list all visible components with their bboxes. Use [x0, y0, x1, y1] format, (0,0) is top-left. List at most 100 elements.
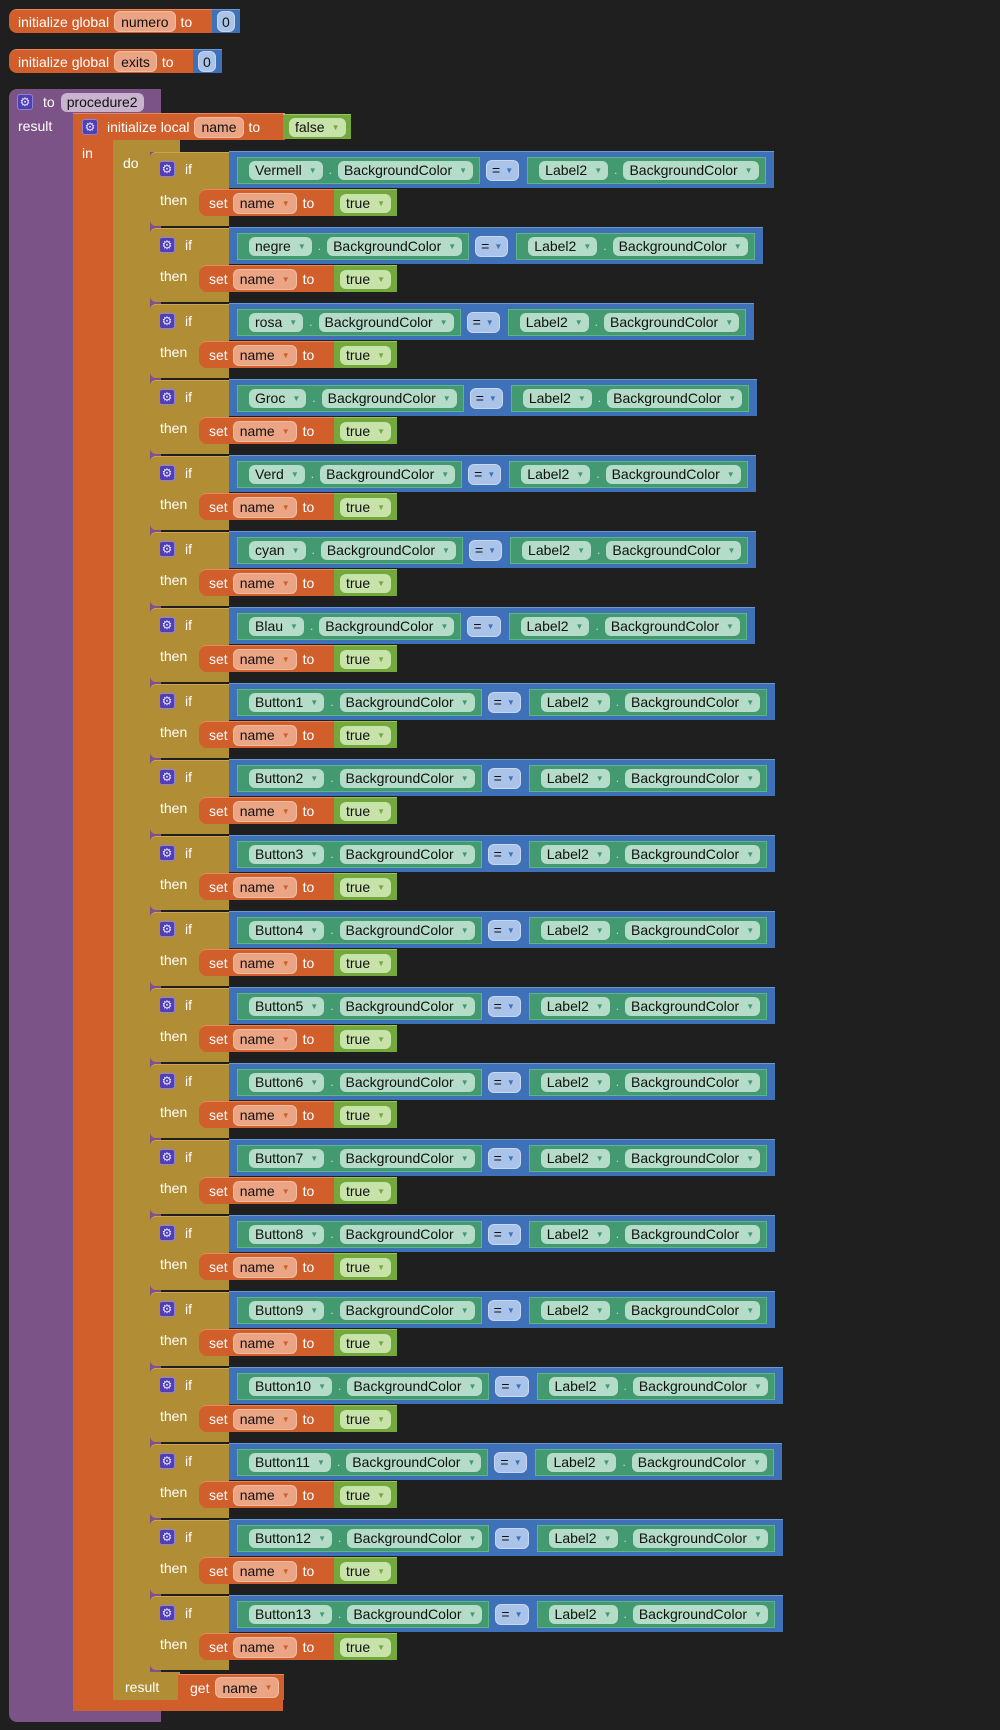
component-property-block[interactable]: Groc ▼ . BackgroundColor ▼	[237, 384, 464, 412]
property-dropdown[interactable]: BackgroundColor ▼	[632, 1376, 768, 1396]
property-dropdown[interactable]: BackgroundColor ▼	[625, 1300, 761, 1320]
boolean-dropdown[interactable]: true ▼	[340, 1181, 392, 1201]
gear-icon[interactable]: ⚙	[159, 921, 175, 937]
component-dropdown[interactable]: Label2 ▼	[519, 312, 589, 332]
compare-block[interactable]: rosa ▼ . BackgroundColor ▼ = ▼ Label2 ▼ . Ba…	[229, 303, 755, 340]
component-property-block[interactable]: Label2 ▼ . BackgroundColor ▼	[528, 1220, 768, 1248]
component-property-block[interactable]: negre ▼ . BackgroundColor ▼	[237, 232, 470, 260]
gear-icon[interactable]: ⚙	[159, 1377, 175, 1393]
compare-block[interactable]: Button10 ▼ . BackgroundColor ▼ = ▼ Label2 ▼ …	[229, 1367, 783, 1404]
compare-block[interactable]: Button7 ▼ . BackgroundColor ▼ = ▼ Label2 ▼ .…	[229, 1139, 776, 1176]
gear-icon[interactable]: ⚙	[159, 237, 175, 253]
property-dropdown[interactable]: BackgroundColor ▼	[339, 1072, 475, 1092]
initialize-local-block[interactable]: ⚙ initialize local name to	[73, 113, 285, 140]
true-block[interactable]: true ▼	[334, 797, 397, 824]
true-block[interactable]: true ▼	[334, 265, 397, 292]
component-property-block[interactable]: Button13 ▼ . BackgroundColor ▼	[237, 1600, 490, 1628]
component-dropdown[interactable]: Label2 ▼	[521, 464, 591, 484]
boolean-dropdown[interactable]: true ▼	[340, 573, 392, 593]
component-dropdown[interactable]: Label2 ▼	[522, 388, 592, 408]
component-dropdown[interactable]: Button8 ▼	[249, 1224, 325, 1244]
boolean-dropdown[interactable]: true ▼	[340, 1409, 392, 1429]
boolean-dropdown[interactable]: true ▼	[340, 1485, 392, 1505]
component-dropdown[interactable]: Label2 ▼	[522, 540, 592, 560]
operator-dropdown[interactable]: = ▼	[486, 159, 520, 181]
gear-icon[interactable]: ⚙	[159, 313, 175, 329]
component-property-block[interactable]: Label2 ▼ . BackgroundColor ▼	[528, 1068, 768, 1096]
set-variable-block[interactable]: set name ▼ to	[199, 1025, 336, 1052]
component-dropdown[interactable]: Button4 ▼	[249, 920, 325, 940]
true-block[interactable]: true ▼	[334, 949, 397, 976]
component-dropdown[interactable]: Label2 ▼	[548, 1604, 618, 1624]
set-variable-block[interactable]: set name ▼ to	[199, 341, 336, 368]
operator-dropdown[interactable]: = ▼	[469, 387, 503, 409]
operator-dropdown[interactable]: = ▼	[487, 995, 521, 1017]
set-variable-block[interactable]: set name ▼ to	[199, 1253, 336, 1280]
property-dropdown[interactable]: BackgroundColor ▼	[632, 1528, 768, 1548]
compare-block[interactable]: Button9 ▼ . BackgroundColor ▼ = ▼ Label2 ▼ .…	[229, 1291, 776, 1328]
component-property-block[interactable]: Label2 ▼ . BackgroundColor ▼	[508, 612, 747, 640]
component-dropdown[interactable]: Verd ▼	[249, 464, 305, 484]
variable-dropdown[interactable]: name ▼	[232, 648, 297, 670]
gear-icon[interactable]: ⚙	[159, 541, 175, 557]
true-block[interactable]: true ▼	[334, 569, 397, 596]
component-property-block[interactable]: Label2 ▼ . BackgroundColor ▼	[536, 1524, 775, 1552]
true-block[interactable]: true ▼	[334, 1253, 397, 1280]
set-variable-block[interactable]: set name ▼ to	[199, 1633, 336, 1660]
component-property-block[interactable]: Label2 ▼ . BackgroundColor ▼	[509, 460, 748, 488]
component-property-block[interactable]: Label2 ▼ . BackgroundColor ▼	[535, 1448, 774, 1476]
gear-icon[interactable]: ⚙	[159, 997, 175, 1013]
true-block[interactable]: true ▼	[334, 1177, 397, 1204]
global-name-field[interactable]: numero	[114, 11, 176, 32]
operator-dropdown[interactable]: = ▼	[487, 691, 521, 713]
boolean-dropdown[interactable]: true ▼	[340, 1029, 392, 1049]
get-block[interactable]: get name ▼	[178, 1674, 284, 1700]
variable-dropdown[interactable]: name ▼	[232, 1256, 297, 1278]
property-dropdown[interactable]: BackgroundColor ▼	[320, 464, 456, 484]
component-dropdown[interactable]: Button2 ▼	[249, 768, 325, 788]
component-dropdown[interactable]: cyan ▼	[249, 540, 306, 560]
property-dropdown[interactable]: BackgroundColor ▼	[625, 692, 761, 712]
set-variable-block[interactable]: set name ▼ to	[199, 721, 336, 748]
operator-dropdown[interactable]: = ▼	[495, 1603, 529, 1625]
variable-dropdown[interactable]: name ▼	[232, 1484, 297, 1506]
property-dropdown[interactable]: BackgroundColor ▼	[625, 844, 761, 864]
set-variable-block[interactable]: set name ▼ to	[199, 645, 336, 672]
component-property-block[interactable]: Label2 ▼ . BackgroundColor ▼	[536, 1372, 775, 1400]
boolean-dropdown[interactable]: true ▼	[340, 497, 392, 517]
component-dropdown[interactable]: Button7 ▼	[249, 1148, 325, 1168]
boolean-dropdown[interactable]: true ▼	[340, 1257, 392, 1277]
boolean-dropdown[interactable]: true ▼	[340, 801, 392, 821]
true-block[interactable]: true ▼	[334, 1557, 397, 1584]
component-property-block[interactable]: Button5 ▼ . BackgroundColor ▼	[237, 992, 482, 1020]
set-variable-block[interactable]: set name ▼ to	[199, 797, 336, 824]
true-block[interactable]: true ▼	[334, 1405, 397, 1432]
variable-dropdown[interactable]: name ▼	[232, 1636, 297, 1658]
component-property-block[interactable]: Label2 ▼ . BackgroundColor ▼	[528, 840, 768, 868]
set-variable-block[interactable]: set name ▼ to	[199, 1557, 336, 1584]
property-dropdown[interactable]: BackgroundColor ▼	[320, 540, 456, 560]
property-dropdown[interactable]: BackgroundColor ▼	[339, 1300, 475, 1320]
component-property-block[interactable]: Button1 ▼ . BackgroundColor ▼	[237, 688, 482, 716]
compare-block[interactable]: Groc ▼ . BackgroundColor ▼ = ▼ Label2 ▼ . Ba…	[229, 379, 758, 416]
operator-dropdown[interactable]: = ▼	[495, 1527, 529, 1549]
component-property-block[interactable]: Button6 ▼ . BackgroundColor ▼	[237, 1068, 482, 1096]
variable-dropdown[interactable]: name ▼	[232, 496, 297, 518]
true-block[interactable]: true ▼	[334, 1329, 397, 1356]
component-dropdown[interactable]: Label2 ▼	[540, 1300, 610, 1320]
component-property-block[interactable]: Label2 ▼ . BackgroundColor ▼	[527, 156, 766, 184]
component-property-block[interactable]: Button10 ▼ . BackgroundColor ▼	[237, 1372, 490, 1400]
gear-icon[interactable]: ⚙	[159, 1453, 175, 1469]
component-dropdown[interactable]: Button1 ▼	[249, 692, 325, 712]
boolean-dropdown[interactable]: true ▼	[340, 953, 392, 973]
property-dropdown[interactable]: BackgroundColor ▼	[347, 1376, 483, 1396]
component-property-block[interactable]: Label2 ▼ . BackgroundColor ▼	[528, 1144, 768, 1172]
gear-icon[interactable]: ⚙	[159, 845, 175, 861]
component-dropdown[interactable]: Button9 ▼	[249, 1300, 325, 1320]
true-block[interactable]: true ▼	[334, 645, 397, 672]
variable-dropdown[interactable]: name ▼	[232, 1104, 297, 1126]
property-dropdown[interactable]: BackgroundColor ▼	[327, 236, 463, 256]
component-dropdown[interactable]: Label2 ▼	[540, 996, 610, 1016]
compare-block[interactable]: Verd ▼ . BackgroundColor ▼ = ▼ Label2 ▼ . Ba…	[229, 455, 756, 492]
variable-dropdown[interactable]: name ▼	[232, 344, 297, 366]
